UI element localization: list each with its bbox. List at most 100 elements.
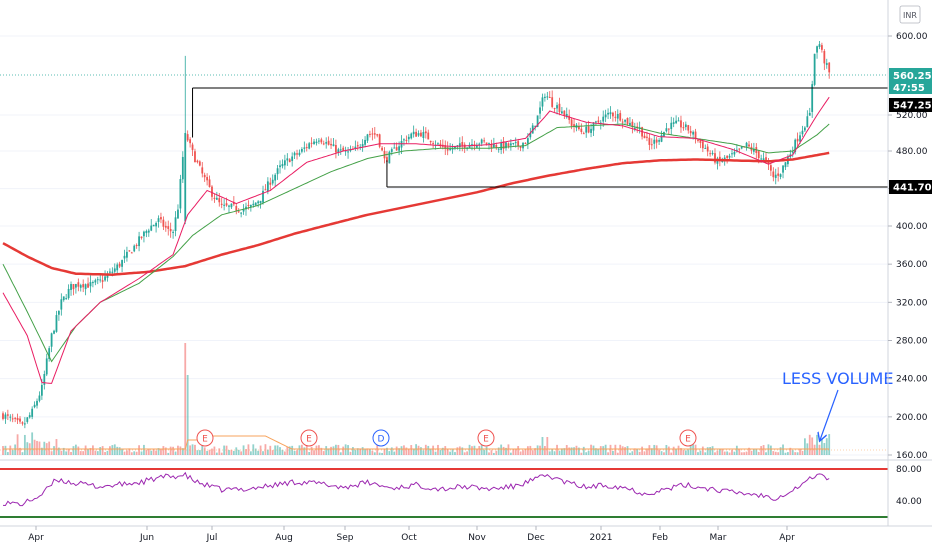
candle-body: [198, 161, 201, 166]
time-axis[interactable]: Apr Jun Jul Aug Sep Oct Nov Dec 2021 Feb Mar Apr: [28, 526, 795, 543]
candle-body: [274, 174, 277, 181]
candle-body: [194, 151, 196, 163]
candle-body: [543, 96, 546, 98]
volume-bar: [106, 450, 109, 455]
volume-bar: [451, 449, 454, 455]
event-marker-circle: [477, 429, 495, 447]
volume-bar: [223, 445, 226, 455]
volume-bar: [670, 452, 673, 455]
volume-bar: [300, 444, 303, 455]
price-grid: [0, 35, 888, 456]
price-axis[interactable]: 600.00520.00480.00440.00400.00360.00320.…: [887, 0, 932, 526]
candle-body: [196, 160, 199, 163]
candle-body: [646, 136, 648, 138]
candle-body: [454, 146, 456, 149]
volume-bar: [483, 449, 486, 455]
candle-body: [395, 147, 398, 151]
volume-bar: [760, 446, 763, 455]
candle-body: [378, 134, 381, 147]
candle-body: [604, 114, 607, 118]
volume-bar: [395, 446, 398, 455]
volume-bar: [582, 446, 585, 455]
candle-body: [89, 282, 92, 287]
candle-body: [774, 174, 777, 178]
candle-body: [731, 153, 733, 155]
volume-bar: [198, 450, 201, 455]
event-marker-e[interactable]: E: [300, 429, 318, 447]
volume-bar: [439, 450, 442, 455]
candle-body: [373, 133, 376, 135]
candle-body: [485, 142, 488, 145]
volume-bar: [23, 434, 26, 455]
volume-bar: [87, 449, 89, 455]
volume-bar: [356, 448, 359, 455]
candle-body: [33, 404, 36, 408]
candle-body: [808, 112, 811, 116]
rsi-pane[interactable]: [0, 468, 888, 518]
candle-body: [26, 417, 29, 422]
candle-body: [167, 226, 170, 229]
candle-body: [587, 126, 590, 133]
volume-bar: [191, 444, 194, 455]
volume-bar: [327, 448, 330, 455]
volume-bar: [11, 450, 14, 455]
volume-bars: [2, 343, 831, 455]
volume-bar: [33, 439, 36, 455]
volume-bar: [475, 449, 478, 455]
volume-bar: [680, 448, 682, 455]
volume-bar: [315, 445, 318, 455]
candle-body: [366, 134, 369, 141]
candle-body: [257, 201, 260, 204]
candle-body: [449, 148, 452, 150]
volume-bar: [743, 452, 746, 455]
volume-bar: [291, 445, 294, 455]
volume-bar: [444, 446, 447, 455]
candle-body: [262, 190, 264, 203]
volume-bar: [2, 446, 4, 455]
event-marker-e[interactable]: E: [196, 429, 214, 447]
volume-bar: [602, 446, 605, 455]
candle-body: [614, 116, 617, 118]
annotation-text: LESS VOLUME: [782, 369, 893, 388]
volume-ma-line: [3, 435, 830, 450]
volume-bar: [553, 451, 556, 455]
candle-body: [208, 179, 211, 187]
volume-bar: [811, 437, 814, 455]
volume-bar: [240, 451, 243, 455]
volume-bar: [373, 452, 376, 455]
volume-bar: [405, 447, 408, 455]
event-marker-e[interactable]: E: [679, 429, 697, 447]
volume-bar: [612, 450, 614, 455]
candle-body: [417, 133, 420, 136]
volume-bar: [16, 434, 19, 455]
candle-body: [162, 219, 165, 227]
volume-bar: [441, 447, 444, 455]
candle-body: [87, 283, 89, 288]
volume-bar: [509, 452, 512, 455]
event-marker-label: E: [306, 435, 312, 445]
volume-bar: [48, 441, 51, 455]
volume-bar: [89, 447, 92, 455]
volume-bar: [332, 446, 335, 455]
volume-bar: [303, 447, 306, 455]
candle-body: [823, 51, 826, 64]
candle-body: [818, 44, 821, 48]
volume-bar: [718, 449, 721, 455]
event-marker-d[interactable]: D: [372, 429, 390, 447]
volume-bar: [531, 450, 534, 455]
candle-body: [612, 112, 614, 117]
volume-bar: [638, 451, 641, 455]
event-marker-e[interactable]: E: [477, 429, 495, 447]
candle-body: [147, 230, 150, 233]
volume-bar: [116, 446, 119, 455]
volume-bar: [308, 452, 311, 455]
volume-bar: [283, 451, 286, 455]
currency-badge[interactable]: INR: [899, 5, 921, 24]
volume-bar: [57, 447, 60, 455]
event-marker-label: E: [202, 435, 208, 445]
price-pane[interactable]: E E D E E LESS VOLUME: [0, 35, 893, 456]
volume-bar: [101, 446, 104, 455]
volume-bar: [580, 452, 583, 455]
volume-bar: [774, 451, 777, 455]
